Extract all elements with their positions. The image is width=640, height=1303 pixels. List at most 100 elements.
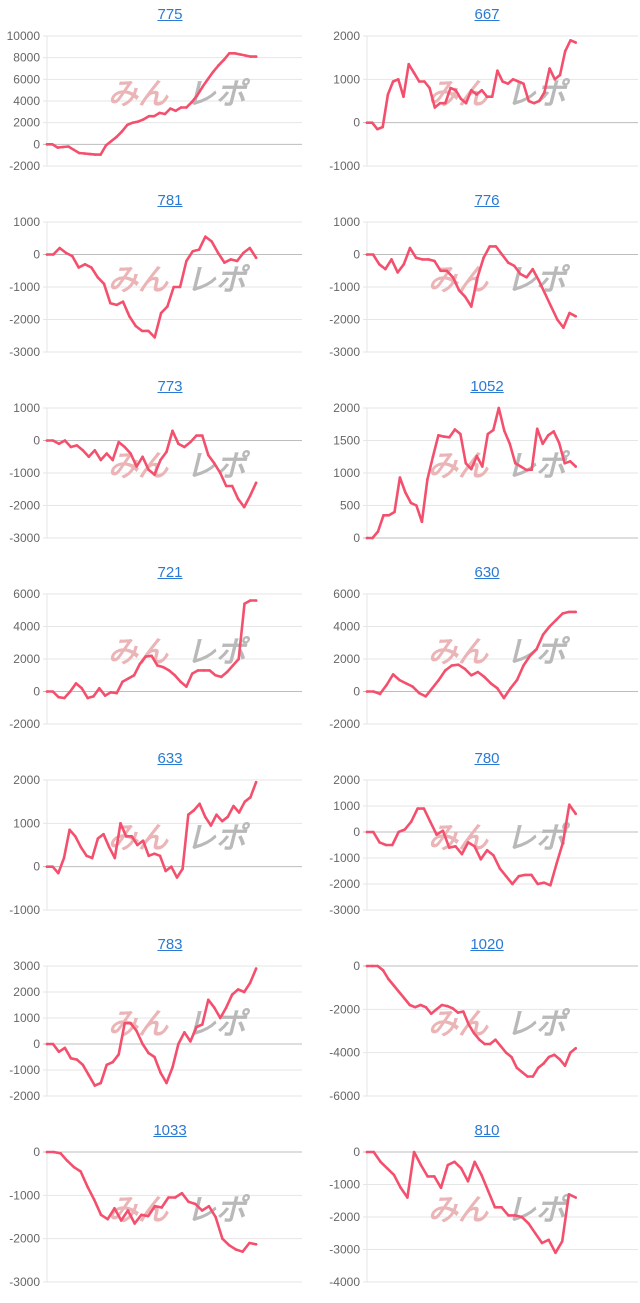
data-point bbox=[197, 248, 201, 251]
data-point bbox=[459, 97, 463, 101]
data-point bbox=[249, 55, 253, 58]
data-point bbox=[242, 990, 246, 994]
y-tick-label: 0 bbox=[353, 531, 360, 545]
data-point bbox=[159, 458, 162, 462]
data-point bbox=[227, 52, 231, 55]
data-point bbox=[403, 997, 406, 1000]
data-point bbox=[378, 692, 382, 696]
data-point bbox=[68, 828, 71, 832]
data-point bbox=[45, 690, 49, 693]
data-point bbox=[237, 657, 240, 661]
data-point bbox=[459, 1166, 463, 1170]
data-point bbox=[45, 1150, 49, 1154]
series-line bbox=[365, 803, 577, 887]
chart-panel: -3000 -2000 -1000 0 みん レポ 1033 bbox=[0, 1116, 320, 1302]
data-point bbox=[192, 809, 196, 812]
data-point bbox=[396, 271, 399, 274]
data-point bbox=[392, 984, 396, 987]
data-point bbox=[218, 471, 222, 475]
data-point bbox=[106, 1217, 110, 1221]
data-point bbox=[222, 58, 226, 62]
chart-title-link[interactable]: 783 bbox=[157, 936, 183, 953]
data-point bbox=[159, 1071, 162, 1074]
data-point bbox=[547, 1055, 551, 1059]
y-tick-label: 2000 bbox=[13, 116, 40, 130]
data-point bbox=[234, 1248, 238, 1251]
data-point bbox=[409, 820, 413, 823]
data-point bbox=[165, 1081, 168, 1085]
data-point bbox=[457, 288, 461, 292]
data-point bbox=[536, 1066, 540, 1070]
chart-panel: -2000 0 2000 4000 6000 8000 10000 みん レポ 775 bbox=[0, 0, 320, 186]
data-point bbox=[445, 1004, 449, 1008]
data-point bbox=[150, 654, 153, 658]
chart-title-link[interactable]: 630 bbox=[474, 564, 500, 581]
y-tick-label: 1000 bbox=[13, 401, 40, 415]
data-point bbox=[446, 1163, 450, 1167]
data-point bbox=[189, 440, 192, 444]
data-point bbox=[123, 1021, 126, 1025]
data-point bbox=[372, 1150, 376, 1154]
chart-title-link[interactable]: 776 bbox=[474, 192, 500, 209]
data-point bbox=[499, 1044, 503, 1048]
data-point bbox=[413, 1005, 417, 1009]
data-point bbox=[147, 468, 150, 472]
data-point bbox=[507, 1214, 510, 1217]
data-point bbox=[506, 261, 510, 264]
data-point bbox=[215, 813, 218, 816]
chart-title-link[interactable]: 1052 bbox=[470, 378, 504, 395]
data-point bbox=[563, 1064, 567, 1067]
data-point bbox=[494, 245, 498, 248]
data-point bbox=[111, 458, 115, 462]
data-point bbox=[57, 442, 61, 446]
data-point bbox=[511, 78, 515, 81]
data-point bbox=[515, 678, 519, 682]
y-tick-label: -1000 bbox=[9, 1063, 40, 1077]
data-point bbox=[365, 690, 369, 693]
data-point bbox=[493, 1205, 497, 1209]
data-point bbox=[541, 442, 545, 446]
svg-text:レポ: レポ bbox=[504, 77, 573, 111]
y-tick-label: -6000 bbox=[329, 1089, 360, 1103]
data-point bbox=[153, 852, 156, 855]
data-point bbox=[119, 1219, 123, 1222]
data-point bbox=[183, 445, 186, 449]
y-tick-label: 1000 bbox=[13, 1011, 40, 1025]
data-point bbox=[563, 49, 567, 53]
chart-title-link[interactable]: 721 bbox=[157, 564, 183, 581]
y-tick-label: 6000 bbox=[13, 72, 40, 86]
data-point bbox=[92, 1198, 96, 1201]
y-tick-label: -3000 bbox=[9, 531, 40, 545]
chart-title-link[interactable]: 667 bbox=[474, 6, 500, 23]
chart-title-link[interactable]: 773 bbox=[157, 378, 183, 395]
chart-title-link[interactable]: 633 bbox=[157, 750, 183, 767]
data-point bbox=[216, 251, 220, 255]
chart-title-link[interactable]: 810 bbox=[474, 1122, 500, 1139]
data-point bbox=[430, 686, 434, 690]
data-point bbox=[393, 510, 396, 514]
y-tick-label: -2000 bbox=[329, 717, 360, 731]
data-point bbox=[153, 473, 156, 476]
data-point bbox=[73, 835, 77, 838]
data-point bbox=[448, 435, 451, 439]
svg-text:レポ: レポ bbox=[184, 77, 253, 111]
chart-title-link[interactable]: 781 bbox=[157, 192, 183, 209]
y-tick-label: 0 bbox=[33, 434, 40, 448]
data-point bbox=[554, 1251, 557, 1255]
data-point bbox=[237, 811, 241, 814]
chart-title-link[interactable]: 780 bbox=[474, 750, 500, 767]
data-point bbox=[164, 869, 167, 873]
y-tick-label: 6000 bbox=[13, 587, 40, 601]
data-point bbox=[574, 41, 577, 44]
chart-title-link[interactable]: 775 bbox=[157, 6, 183, 23]
chart-title-link[interactable]: 1020 bbox=[470, 936, 504, 953]
data-point bbox=[96, 837, 100, 840]
watermark-logo: みん レポ bbox=[426, 1007, 573, 1041]
data-point bbox=[230, 484, 234, 488]
data-point bbox=[146, 1214, 150, 1218]
chart-title-link[interactable]: 1033 bbox=[153, 1122, 187, 1139]
y-tick-label: -2000 bbox=[329, 877, 360, 891]
data-point bbox=[115, 135, 118, 139]
data-point bbox=[397, 78, 400, 81]
data-point bbox=[201, 85, 204, 89]
